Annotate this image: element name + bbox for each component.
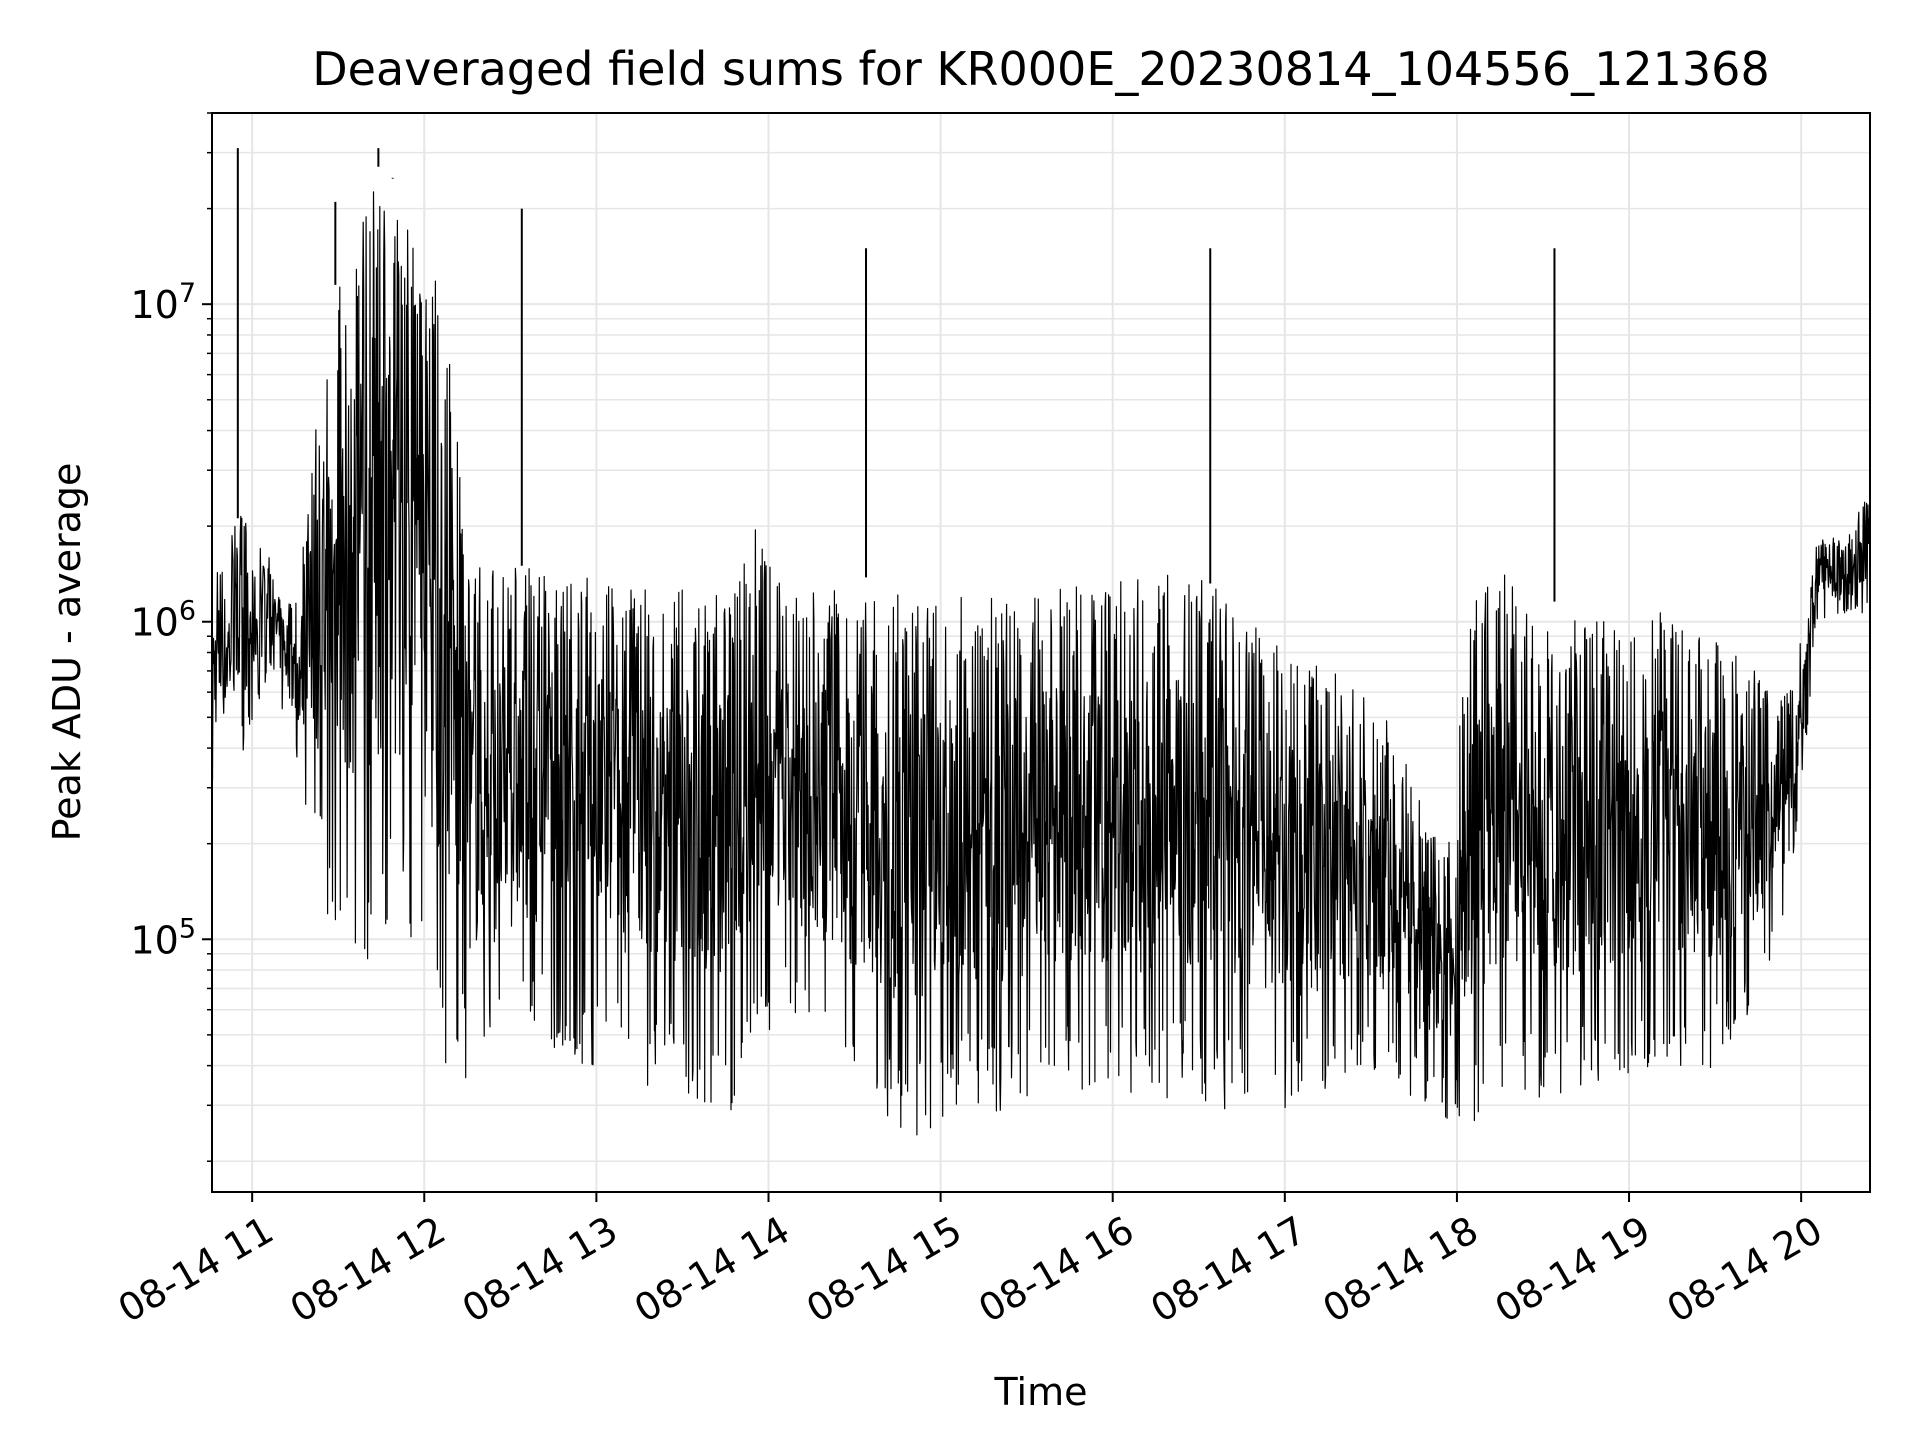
x-tick-label: 08-14 11	[111, 1208, 281, 1332]
x-tick-label: 08-14 16	[971, 1208, 1141, 1332]
y-axis-label: Peak ADU - average	[45, 463, 89, 842]
x-axis-label: Time	[994, 1370, 1088, 1414]
x-tick-label: 08-14 12	[283, 1208, 453, 1332]
x-tick-label: 08-14 17	[1143, 1208, 1313, 1332]
x-tick-label: 08-14 18	[1315, 1208, 1485, 1332]
x-axis-ticks: 08-14 11 08-14 12 08-14 13 08-14 14 08-14 15…	[111, 1192, 1830, 1331]
y-tick-label-exponent: 5	[179, 913, 196, 944]
x-tick-label: 08-14 19	[1488, 1208, 1658, 1332]
x-tick-label: 08-14 15	[799, 1208, 969, 1332]
plot-data-layer	[211, 148, 1871, 1136]
y-tick-label-base: 10	[130, 918, 178, 962]
x-tick-label: 08-14 13	[455, 1208, 625, 1332]
y-tick-label-base: 10	[130, 283, 178, 327]
chart-title: Deaveraged field sums for KR000E_2023081…	[312, 42, 1769, 96]
y-tick-label: 106	[130, 596, 196, 645]
y-tick-label-base: 10	[130, 601, 178, 645]
x-tick-label: 08-14 14	[627, 1208, 797, 1332]
y-tick-label-exponent: 6	[179, 596, 196, 627]
y-tick-label: 105	[130, 913, 196, 962]
series-line	[211, 191, 1871, 1136]
y-tick-label-exponent: 7	[179, 278, 196, 309]
x-tick-label: 08-14 20	[1660, 1208, 1830, 1332]
y-tick-label: 107	[130, 278, 196, 327]
